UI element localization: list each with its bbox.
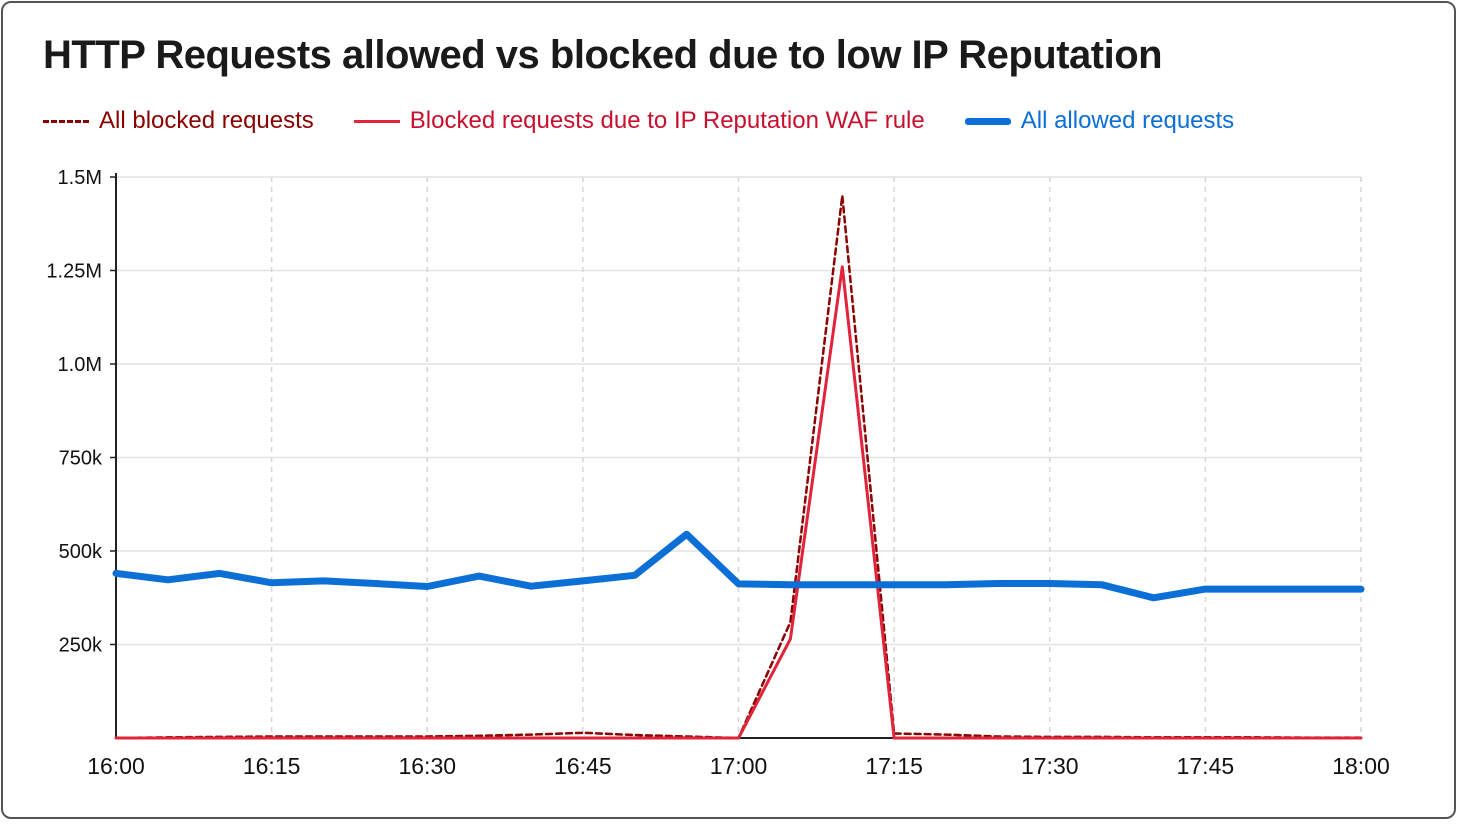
x-tick-label: 17:00 [710,753,768,779]
y-tick-label: 750k [59,448,103,470]
x-tick-label: 17:15 [865,753,923,779]
legend-item-all-blocked[interactable]: All blocked requests [43,107,314,135]
x-tick-label: 17:30 [1021,753,1079,779]
legend-swatch-solid [353,119,400,123]
legend-item-all-allowed[interactable]: All allowed requests [964,107,1235,135]
legend-label: Blocked requests due to IP Reputation WA… [409,107,925,134]
legend-item-ip-reputation-blocked[interactable]: Blocked requests due to IP Reputation WA… [353,107,925,135]
x-tick-label: 16:15 [243,753,301,779]
x-tick-label: 18:00 [1332,753,1390,779]
legend-label: All blocked requests [99,107,314,134]
x-tick-label: 16:30 [398,753,456,779]
y-tick-label: 1.0M [58,354,102,376]
series-line-thick [112,530,1365,602]
y-tick-label: 500k [59,541,103,563]
chart-legend: All blocked requests Blocked requests du… [43,105,1234,137]
y-tick-label: 1.5M [58,167,102,189]
chart-title: HTTP Requests allowed vs blocked due to … [43,33,1163,77]
x-tick-label: 16:45 [554,753,612,779]
legend-swatch-thick [964,117,1011,125]
legend-label: All allowed requests [1020,107,1235,134]
legend-swatch-dashed [43,119,89,123]
series-line-solid [114,265,1363,740]
y-tick-label: 1.25M [46,261,102,283]
x-tick-label: 16:00 [87,753,145,779]
x-tick-label: 17:45 [1177,753,1235,779]
y-tick-label: 250k [59,635,103,657]
